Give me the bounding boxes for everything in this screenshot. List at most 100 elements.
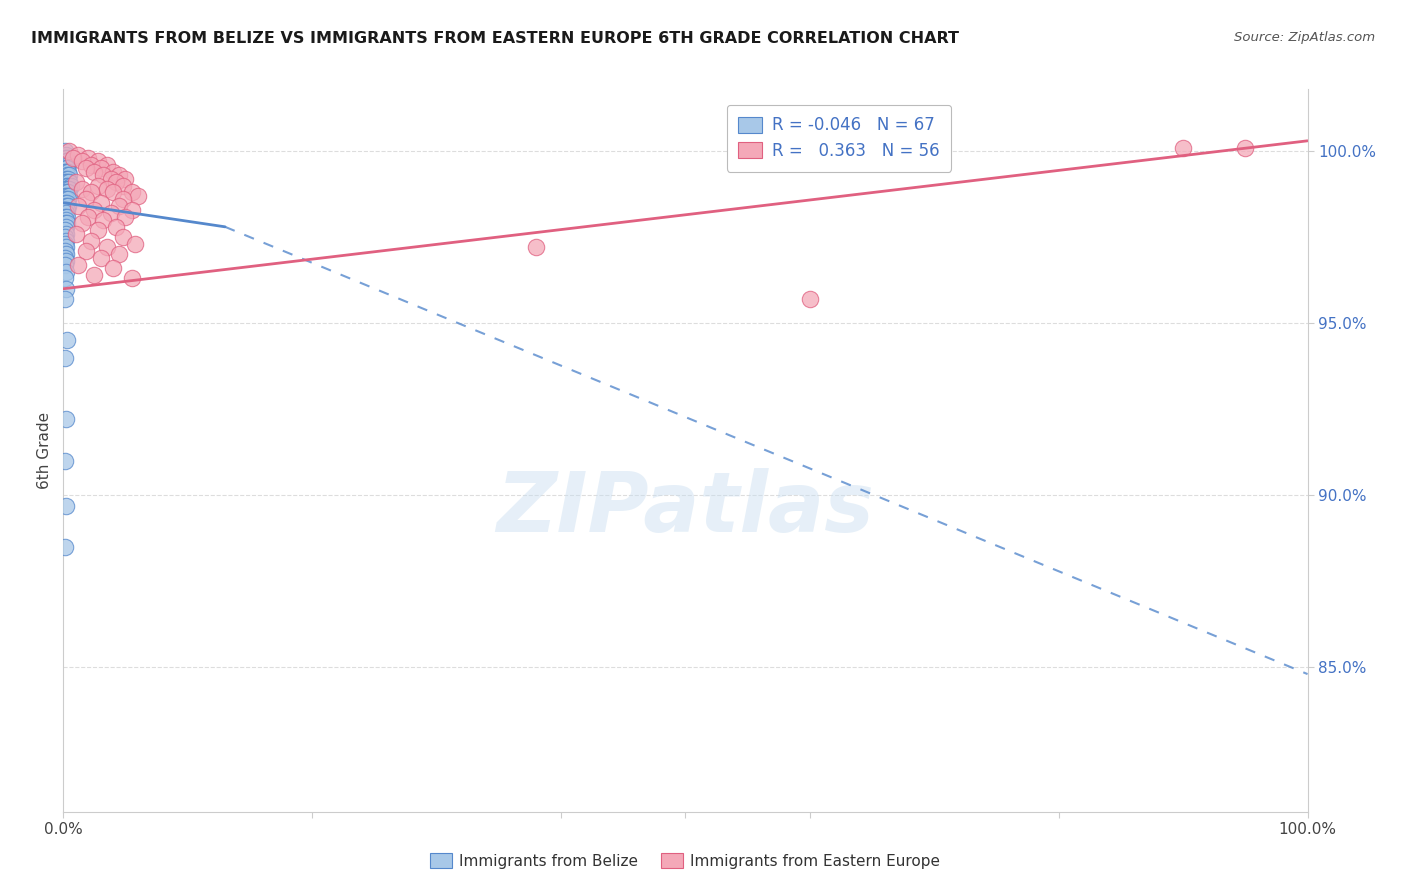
Point [55, 165, 77, 179]
Point [56, 189, 79, 203]
Point [114, 171, 136, 186]
Point [1234, 141, 1257, 155]
Point [1173, 141, 1195, 155]
Point [58, 178, 80, 193]
Point [108, 247, 131, 261]
Point [56, 161, 79, 176]
Point [53, 210, 76, 224]
Point [108, 199, 131, 213]
Point [53, 175, 76, 189]
Point [100, 206, 122, 220]
Point [53, 202, 76, 217]
Point [111, 230, 134, 244]
Point [55, 247, 77, 261]
Point [87, 154, 110, 169]
Point [53, 454, 76, 468]
Point [104, 175, 127, 189]
Point [799, 292, 821, 306]
Point [90, 251, 112, 265]
Point [79, 234, 101, 248]
Point [56, 175, 79, 189]
Point [53, 216, 76, 230]
Point [75, 161, 97, 176]
Point [53, 223, 76, 237]
Point [65, 227, 87, 241]
Point [90, 195, 112, 210]
Point [55, 282, 77, 296]
Point [55, 192, 77, 206]
Y-axis label: 6th Grade: 6th Grade [37, 412, 52, 489]
Point [58, 171, 80, 186]
Point [55, 234, 77, 248]
Point [121, 202, 143, 217]
Point [55, 206, 77, 220]
Point [83, 202, 105, 217]
Point [56, 168, 79, 182]
Point [58, 168, 80, 182]
Point [127, 189, 149, 203]
Point [56, 182, 79, 196]
Point [108, 168, 131, 182]
Point [55, 412, 77, 426]
Point [55, 154, 77, 169]
Text: IMMIGRANTS FROM BELIZE VS IMMIGRANTS FROM EASTERN EUROPE 6TH GRADE CORRELATION C: IMMIGRANTS FROM BELIZE VS IMMIGRANTS FRO… [31, 31, 959, 46]
Point [58, 192, 80, 206]
Point [58, 189, 80, 203]
Point [56, 334, 79, 348]
Point [53, 144, 76, 158]
Point [58, 165, 80, 179]
Point [83, 268, 105, 282]
Point [101, 165, 124, 179]
Point [53, 540, 76, 554]
Point [55, 178, 77, 193]
Text: ZIPatlas: ZIPatlas [496, 467, 875, 549]
Point [58, 175, 80, 189]
Point [55, 499, 77, 513]
Point [96, 240, 118, 254]
Point [53, 237, 76, 252]
Point [55, 161, 77, 176]
Point [53, 271, 76, 285]
Point [101, 186, 124, 200]
Point [53, 151, 76, 165]
Point [65, 175, 87, 189]
Point [75, 192, 97, 206]
Point [56, 216, 79, 230]
Point [56, 154, 79, 169]
Point [56, 210, 79, 224]
Point [111, 178, 134, 193]
Point [55, 147, 77, 161]
Point [55, 171, 77, 186]
Point [100, 171, 122, 186]
Legend: Immigrants from Belize, Immigrants from Eastern Europe: Immigrants from Belize, Immigrants from … [423, 846, 948, 876]
Point [56, 195, 79, 210]
Point [53, 165, 76, 179]
Point [62, 151, 84, 165]
Point [77, 151, 100, 165]
Point [55, 240, 77, 254]
Point [55, 186, 77, 200]
Point [90, 161, 112, 176]
Point [53, 230, 76, 244]
Point [101, 261, 124, 276]
Point [55, 219, 77, 234]
Point [83, 165, 105, 179]
Point [67, 199, 90, 213]
Point [53, 244, 76, 258]
Point [70, 154, 93, 169]
Point [104, 219, 127, 234]
Point [124, 237, 146, 252]
Point [96, 158, 118, 172]
Point [53, 182, 76, 196]
Point [59, 178, 82, 193]
Point [91, 168, 114, 182]
Point [58, 186, 80, 200]
Point [58, 182, 80, 196]
Point [55, 199, 77, 213]
Point [67, 147, 90, 161]
Point [75, 244, 97, 258]
Point [58, 199, 80, 213]
Point [55, 227, 77, 241]
Point [53, 189, 76, 203]
Point [55, 264, 77, 278]
